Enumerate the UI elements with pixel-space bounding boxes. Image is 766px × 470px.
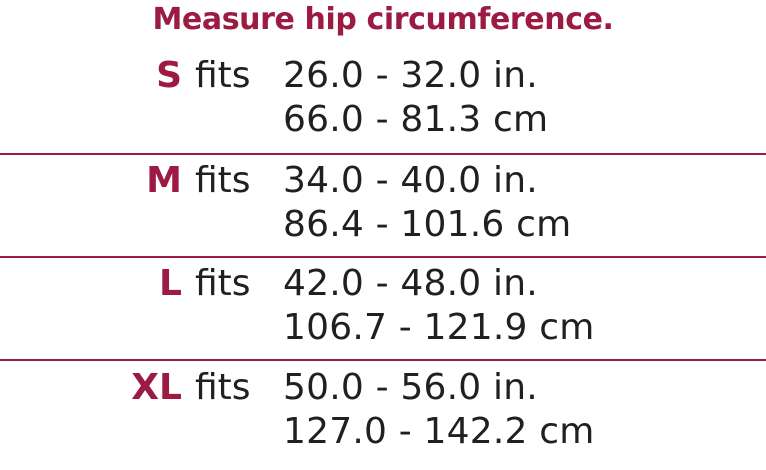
range-cm: 86.4 - 101.6 cm	[283, 204, 572, 245]
size-label: L	[159, 263, 182, 304]
range-inches: 50.0 - 56.0 in.	[283, 367, 538, 408]
range-cm: 66.0 - 81.3 cm	[283, 99, 549, 140]
size-label: M	[146, 160, 182, 201]
fits-label: fits	[195, 367, 251, 408]
range-inches: 34.0 - 40.0 in.	[283, 160, 538, 201]
page-title: Measure hip circumference.	[152, 2, 614, 37]
range-cm: 127.0 - 142.2 cm	[283, 411, 595, 452]
row-divider	[0, 256, 766, 258]
size-label: XL	[131, 367, 182, 408]
fits-label: fits	[195, 160, 251, 201]
row-divider	[0, 153, 766, 155]
range-inches: 26.0 - 32.0 in.	[283, 55, 538, 96]
size-label: S	[156, 55, 182, 96]
fits-label: fits	[195, 55, 251, 96]
range-inches: 42.0 - 48.0 in.	[283, 263, 538, 304]
range-cm: 106.7 - 121.9 cm	[283, 307, 595, 348]
fits-label: fits	[195, 263, 251, 304]
row-divider	[0, 359, 766, 361]
